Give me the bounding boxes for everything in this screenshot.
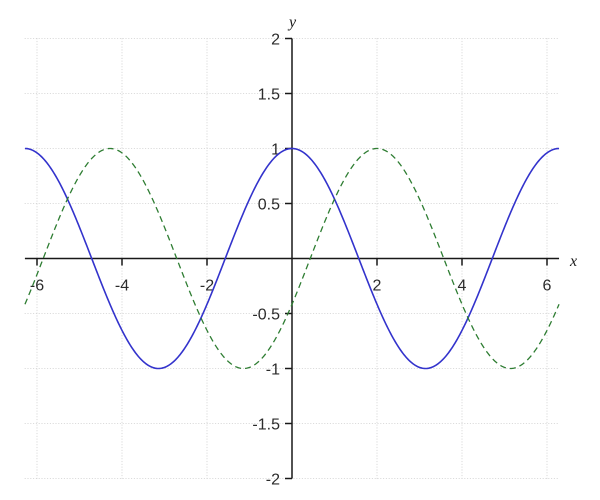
svg-text:1.5: 1.5 [258,87,280,104]
svg-text:-1: -1 [266,362,280,379]
svg-text:6: 6 [543,278,552,295]
svg-text:-6: -6 [30,278,44,295]
svg-text:x: x [569,253,577,270]
svg-text:-2: -2 [266,472,280,489]
svg-text:-0.5: -0.5 [252,307,280,324]
svg-text:2: 2 [271,32,280,49]
svg-text:0.5: 0.5 [258,197,280,214]
svg-text:2: 2 [373,278,382,295]
svg-text:-1.5: -1.5 [252,417,280,434]
svg-text:-4: -4 [115,278,129,295]
svg-text:4: 4 [458,278,467,295]
svg-text:y: y [287,14,297,31]
